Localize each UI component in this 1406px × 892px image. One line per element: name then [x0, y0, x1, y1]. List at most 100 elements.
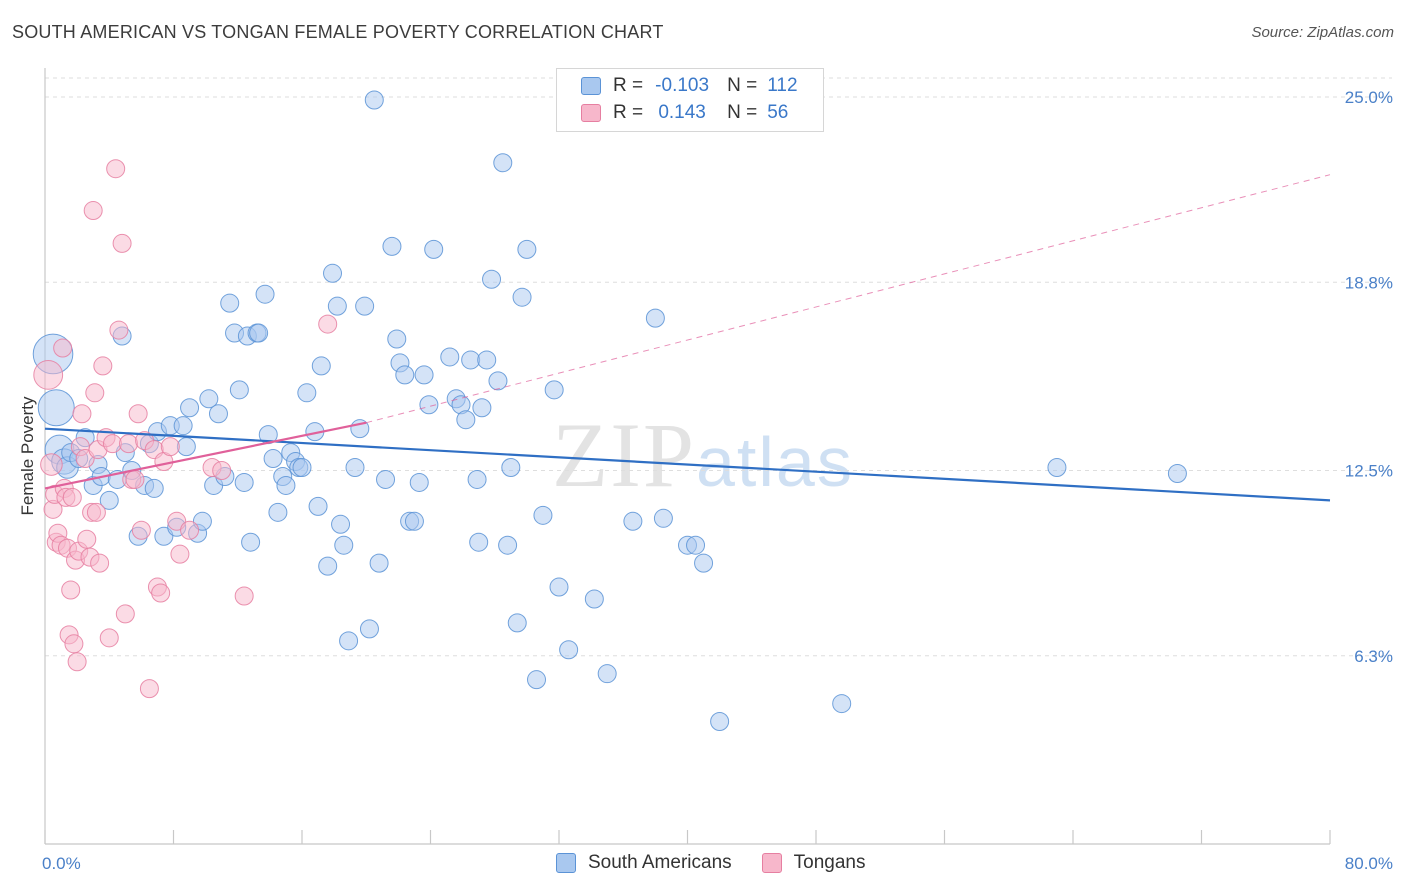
south-american-point: [268, 502, 288, 522]
south-american-point: [440, 347, 460, 367]
south-american-point: [544, 380, 564, 400]
legend-r-label: R =: [613, 75, 644, 96]
tongan-point: [53, 338, 73, 358]
south-american-point: [488, 371, 508, 391]
tongan-point: [99, 628, 119, 648]
south-american-point: [331, 514, 351, 534]
tongan-point: [67, 652, 87, 672]
south-american-point: [467, 469, 487, 489]
tongan-point: [125, 469, 145, 489]
south-american-point: [653, 508, 673, 528]
south-american-point: [493, 153, 513, 173]
tongan-point: [72, 404, 92, 424]
tongan-point: [128, 404, 148, 424]
south-american-point: [686, 535, 706, 555]
south-american-point: [369, 553, 389, 573]
south-american-point: [507, 613, 527, 633]
legend-row-south-americans: R = -0.103 N = 112: [581, 73, 798, 99]
south-american-point: [559, 640, 579, 660]
south-american-point: [549, 577, 569, 597]
tongan-point: [170, 544, 190, 564]
south-american-point: [176, 437, 196, 457]
south-american-point: [533, 505, 553, 525]
watermark-atlas: atlas: [696, 423, 854, 501]
tongan-point: [212, 461, 232, 480]
tongan-point: [234, 586, 254, 606]
tongan-point: [33, 359, 64, 390]
south-american-point: [359, 619, 379, 639]
south-american-point: [477, 350, 497, 370]
south-american-point: [710, 711, 730, 731]
legend-n-label: N =: [727, 75, 758, 96]
tongan-point: [83, 201, 103, 221]
south-american-point: [424, 239, 444, 259]
bottom-legend: South Americans Tongans: [556, 852, 895, 874]
south-american-point: [99, 490, 119, 510]
tongan-point: [131, 520, 151, 540]
tongan-point: [86, 502, 106, 522]
south-american-point: [364, 90, 384, 110]
tongan-point: [102, 434, 122, 454]
bottom-legend-item-tongans: Tongans: [761, 852, 866, 874]
south-american-point: [345, 458, 365, 478]
south-american-point: [241, 532, 261, 552]
south-american-point: [318, 556, 338, 576]
tongan-point: [106, 159, 126, 179]
tongan-point: [90, 553, 110, 573]
south-american-point: [276, 475, 296, 495]
south-american-point: [327, 296, 347, 316]
bottom-legend-label: Tongans: [793, 852, 866, 873]
south-american-point: [220, 293, 240, 313]
tongan-point: [139, 679, 159, 699]
tongan-point: [160, 437, 180, 457]
tongan-trendline: [44, 421, 367, 490]
south-american-point: [517, 239, 537, 259]
south-american-point: [1167, 463, 1187, 483]
south-american-point: [623, 511, 643, 531]
y-tick-label: 12.5%: [1345, 462, 1393, 481]
south-american-point: [597, 664, 617, 684]
south-american-point: [512, 287, 532, 307]
south-american-point: [263, 449, 283, 469]
south-american-point: [334, 535, 354, 555]
tongan-point: [62, 487, 82, 507]
south-american-point: [297, 383, 317, 403]
south-american-point: [355, 296, 375, 316]
tongan-point: [40, 453, 63, 476]
south-american-point: [419, 395, 439, 415]
south-american-point: [249, 323, 269, 343]
legend-n-value: 56: [767, 102, 789, 123]
south-american-point: [498, 535, 518, 555]
legend: R = -0.103 N = 112 R = 0.143 N = 56: [556, 68, 824, 132]
south-american-point: [255, 284, 275, 304]
tongan-point: [112, 233, 132, 253]
south-american-point: [461, 350, 481, 370]
y-tick-label: 6.3%: [1354, 647, 1393, 666]
south-american-point: [339, 631, 359, 651]
south-american-point: [292, 458, 312, 478]
tongan-point: [61, 580, 81, 600]
south-american-point: [527, 670, 547, 690]
legend-r-label: R =: [613, 102, 644, 123]
legend-r-value: -0.103: [655, 75, 710, 96]
watermark: ZIPatlas: [552, 402, 854, 508]
legend-row-tongans: R = 0.143 N = 56: [581, 100, 788, 126]
chart-source: Source: ZipAtlas.com: [1251, 24, 1394, 41]
south-american-point: [173, 416, 193, 436]
south-american-point: [584, 589, 604, 609]
south-american-point: [414, 365, 434, 385]
south-american-point: [144, 478, 164, 498]
south-american-point: [323, 263, 343, 283]
legend-swatch-tongans: [581, 104, 601, 122]
south-american-point: [387, 329, 407, 349]
x-tick-label: 0.0%: [42, 854, 81, 873]
south-american-point: [37, 389, 75, 427]
tongan-point: [109, 320, 129, 340]
south-american-point: [404, 511, 424, 531]
south-american-point: [645, 308, 665, 328]
south-american-point: [409, 472, 429, 492]
south-american-point: [208, 404, 228, 424]
south-american-point: [482, 269, 502, 289]
south-american-point: [456, 410, 476, 430]
tongan-point: [318, 314, 338, 334]
